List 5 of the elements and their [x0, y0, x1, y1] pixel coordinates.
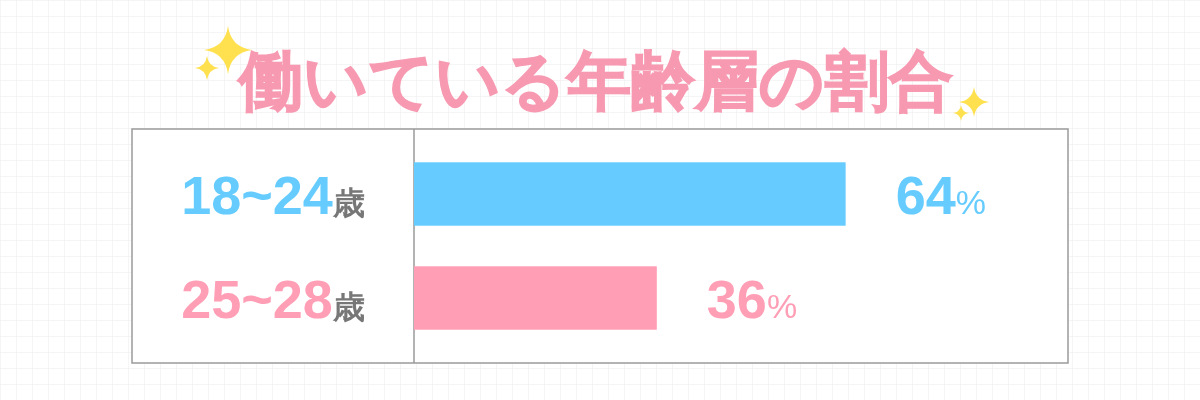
y-tick-label: 25~28歳 [181, 269, 365, 329]
y-tick-label: 18~24歳 [181, 165, 365, 225]
data-label: 36% [706, 269, 798, 329]
chart-title: 働いている年齢層の割合 [237, 45, 953, 117]
data-label: 64% [895, 165, 986, 225]
